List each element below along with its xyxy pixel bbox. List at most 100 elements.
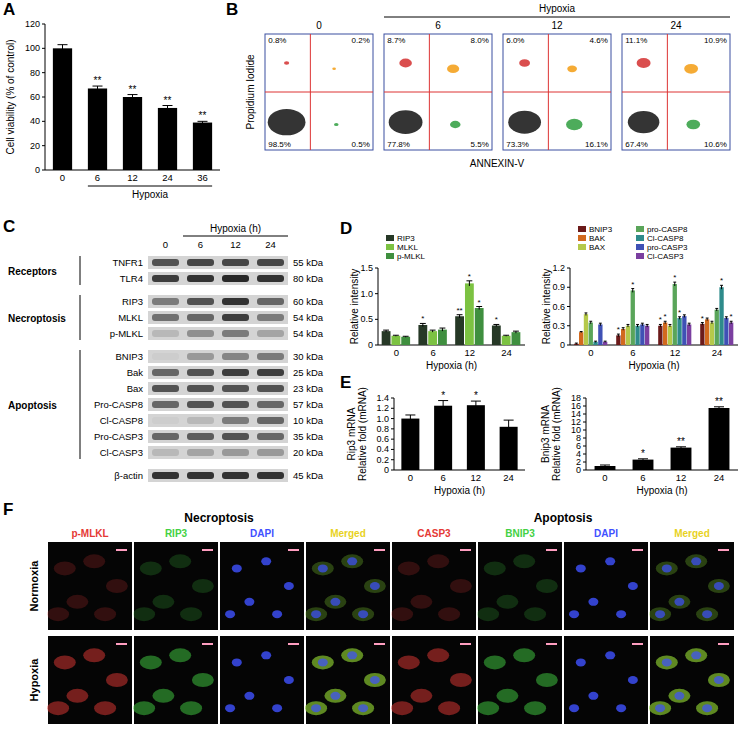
error-bar (405, 415, 415, 422)
error-cap (715, 308, 718, 309)
error-bar (730, 321, 733, 324)
blot-strip (148, 382, 288, 395)
significance: * (730, 312, 733, 321)
y-tick-label: 0 (560, 340, 565, 350)
band (187, 314, 214, 321)
time-label: 12 (551, 20, 563, 31)
micrograph (649, 542, 734, 630)
error-cap (594, 341, 597, 342)
significance: * (474, 390, 478, 401)
cell-population (628, 111, 660, 133)
cell (169, 648, 191, 662)
y-tick-label: 0.2 (376, 455, 389, 465)
error-bar (604, 341, 607, 342)
error-cap (636, 324, 639, 325)
size-label: 57 kDa (293, 399, 324, 410)
bar (710, 323, 714, 345)
band (222, 385, 249, 392)
nucleus (714, 676, 724, 684)
size-label: 25 kDa (293, 367, 324, 378)
cell (66, 595, 88, 609)
quadrant-percent: 77.8% (387, 140, 410, 149)
bar (705, 319, 709, 345)
micrograph-background (478, 636, 562, 724)
error-cap (393, 335, 399, 336)
y-axis (586, 398, 587, 470)
scale-bar (374, 643, 385, 645)
bar (492, 325, 501, 345)
nucleus (347, 651, 357, 659)
nucleus (691, 557, 701, 565)
y-tick (567, 325, 570, 326)
cell (477, 607, 499, 621)
channel-label: CASP3 (417, 528, 451, 539)
quadrant-percent: 8.7% (387, 36, 405, 45)
blot-strip (148, 350, 288, 363)
group-bracket (80, 350, 81, 459)
y-tick (42, 145, 45, 146)
cell (410, 595, 432, 609)
cell (106, 579, 128, 593)
legend-label: RIP3 (397, 234, 415, 243)
plot-frame (265, 34, 373, 150)
y-tick-label: 0.4 (376, 444, 389, 454)
group-bracket (80, 256, 81, 285)
nucleus (616, 610, 626, 618)
bar (512, 332, 521, 345)
micrograph-background (650, 542, 734, 630)
cell (324, 595, 346, 609)
nucleus (347, 557, 357, 565)
marks (595, 407, 730, 470)
cell (524, 701, 546, 715)
cell (391, 701, 413, 715)
cell (438, 701, 460, 715)
y-tick (375, 268, 378, 269)
x-tick-label: 0 (602, 472, 607, 483)
error-stem (721, 285, 722, 289)
error-cap (405, 414, 415, 415)
scale-bar (288, 549, 299, 551)
panel-letter: E (340, 373, 351, 392)
marks (574, 282, 733, 345)
y-axis-label: Cell viability (% of control) (5, 39, 16, 154)
panel-letter: D (340, 219, 352, 238)
y-tick (583, 430, 586, 431)
micrograph-background (564, 542, 648, 630)
figure: A020406080100120Cell viability (% of con… (0, 0, 745, 734)
cell-overlay (352, 607, 374, 621)
error-bar (93, 86, 103, 91)
cell-population (389, 110, 423, 134)
y-tick-label: 0.9 (552, 282, 565, 292)
cell (536, 579, 558, 593)
bar (635, 326, 639, 345)
cell-population (399, 59, 412, 68)
legend-label: p-MLKL (397, 252, 426, 261)
cell (410, 689, 432, 703)
marks (53, 45, 212, 170)
cell (708, 579, 730, 593)
error-cap (589, 321, 592, 322)
quadrant-percent: 11.1% (625, 36, 647, 45)
error-bar (383, 330, 389, 332)
error-bar (664, 321, 667, 324)
legend-label: BAK (589, 234, 606, 243)
size-label: 10 kDa (293, 415, 324, 426)
y-tick-label: 0.6 (376, 434, 389, 444)
legend-label: Cl-CASP3 (647, 252, 684, 261)
band (257, 259, 284, 266)
nucleus (655, 704, 665, 712)
nucleus (225, 704, 235, 712)
y-tick (391, 418, 394, 419)
error-bar (676, 447, 686, 449)
error-bar (600, 465, 610, 467)
nucleus (272, 704, 282, 712)
error-cap (403, 336, 409, 337)
significance: ** (715, 396, 723, 407)
group-header: Necroptosis (184, 511, 254, 525)
significance: ** (456, 306, 462, 315)
error-bar (720, 285, 723, 289)
error-stem (132, 95, 133, 100)
band (257, 385, 284, 392)
cell (54, 655, 76, 669)
error-stem (702, 323, 703, 326)
